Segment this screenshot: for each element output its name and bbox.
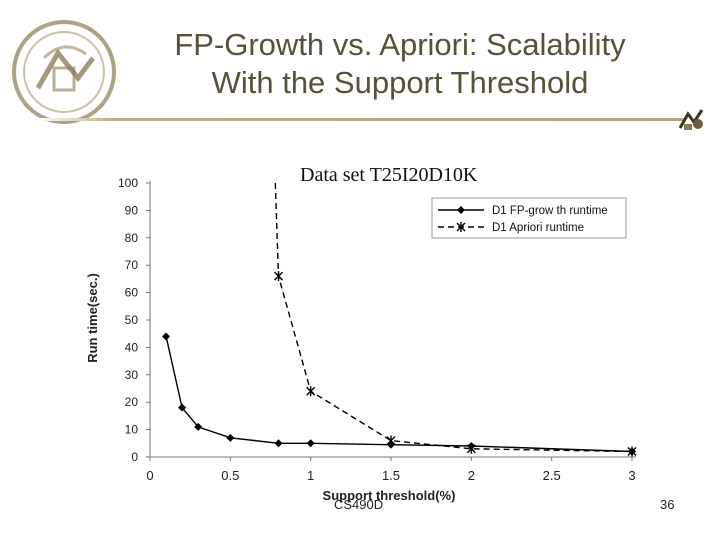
series-1-point (226, 433, 235, 442)
series-2-point (627, 446, 637, 457)
legend-box (431, 197, 627, 239)
series-1-point (306, 439, 315, 448)
footer-page-number: 36 (660, 497, 675, 512)
title-divider (36, 118, 684, 121)
series-line-1 (165, 336, 633, 453)
x-tick-label: 3 (628, 468, 635, 483)
y-tick-label: 90 (125, 203, 139, 217)
series-2-point (466, 443, 476, 454)
slide-title-line-2: With the Support Threshold (211, 65, 589, 100)
series-2-point (386, 435, 396, 446)
y-tick-label: 0 (131, 450, 138, 464)
slide-title-line-1: FP-Growth vs. Apriori: Scalability (174, 27, 626, 62)
x-tick-label: 1.5 (382, 468, 400, 483)
x-tick-label: 1 (307, 468, 314, 483)
footer-course-label: CS490D (334, 497, 384, 512)
legend-entry-1: D1 FP-grow th runtime (492, 205, 608, 217)
chart-title: Data set T25I20D10K (300, 164, 478, 186)
y-tick-label: 100 (118, 176, 138, 190)
y-tick-label: 30 (125, 368, 139, 382)
legend-marker-2 (456, 222, 466, 232)
y-tick-label: 80 (125, 231, 139, 245)
series-2-point (274, 271, 284, 282)
y-axis-label: Run time(sec.) (85, 273, 100, 363)
y-tick-label: 10 (125, 423, 139, 437)
legend-marker-1 (457, 206, 465, 214)
series-1-point (178, 403, 187, 412)
y-tick-label: 20 (125, 395, 139, 409)
x-tick-label: 2.5 (543, 468, 561, 483)
series-1-point (274, 439, 283, 448)
series-1-point (194, 422, 203, 431)
y-tick-label: 50 (125, 313, 139, 327)
series-2-point (306, 386, 316, 397)
university-seal-icon (12, 20, 116, 124)
x-tick-label: 2 (468, 468, 475, 483)
x-tick-label: 0 (146, 468, 153, 483)
legend-entry-2: D1 Apriori runtime (492, 222, 584, 234)
y-tick-label: 60 (125, 286, 139, 300)
series-line-2 (274, 182, 633, 453)
series-1-point (162, 332, 171, 341)
x-axis-label: Support threshold(%) (323, 488, 456, 503)
clipart-figure-icon (678, 109, 704, 130)
x-tick-label: 0.5 (221, 468, 239, 483)
slide-title: FP-Growth vs. Apriori: Scalability With … (120, 26, 680, 102)
y-tick-label: 70 (125, 258, 139, 272)
y-tick-label: 40 (125, 340, 139, 354)
